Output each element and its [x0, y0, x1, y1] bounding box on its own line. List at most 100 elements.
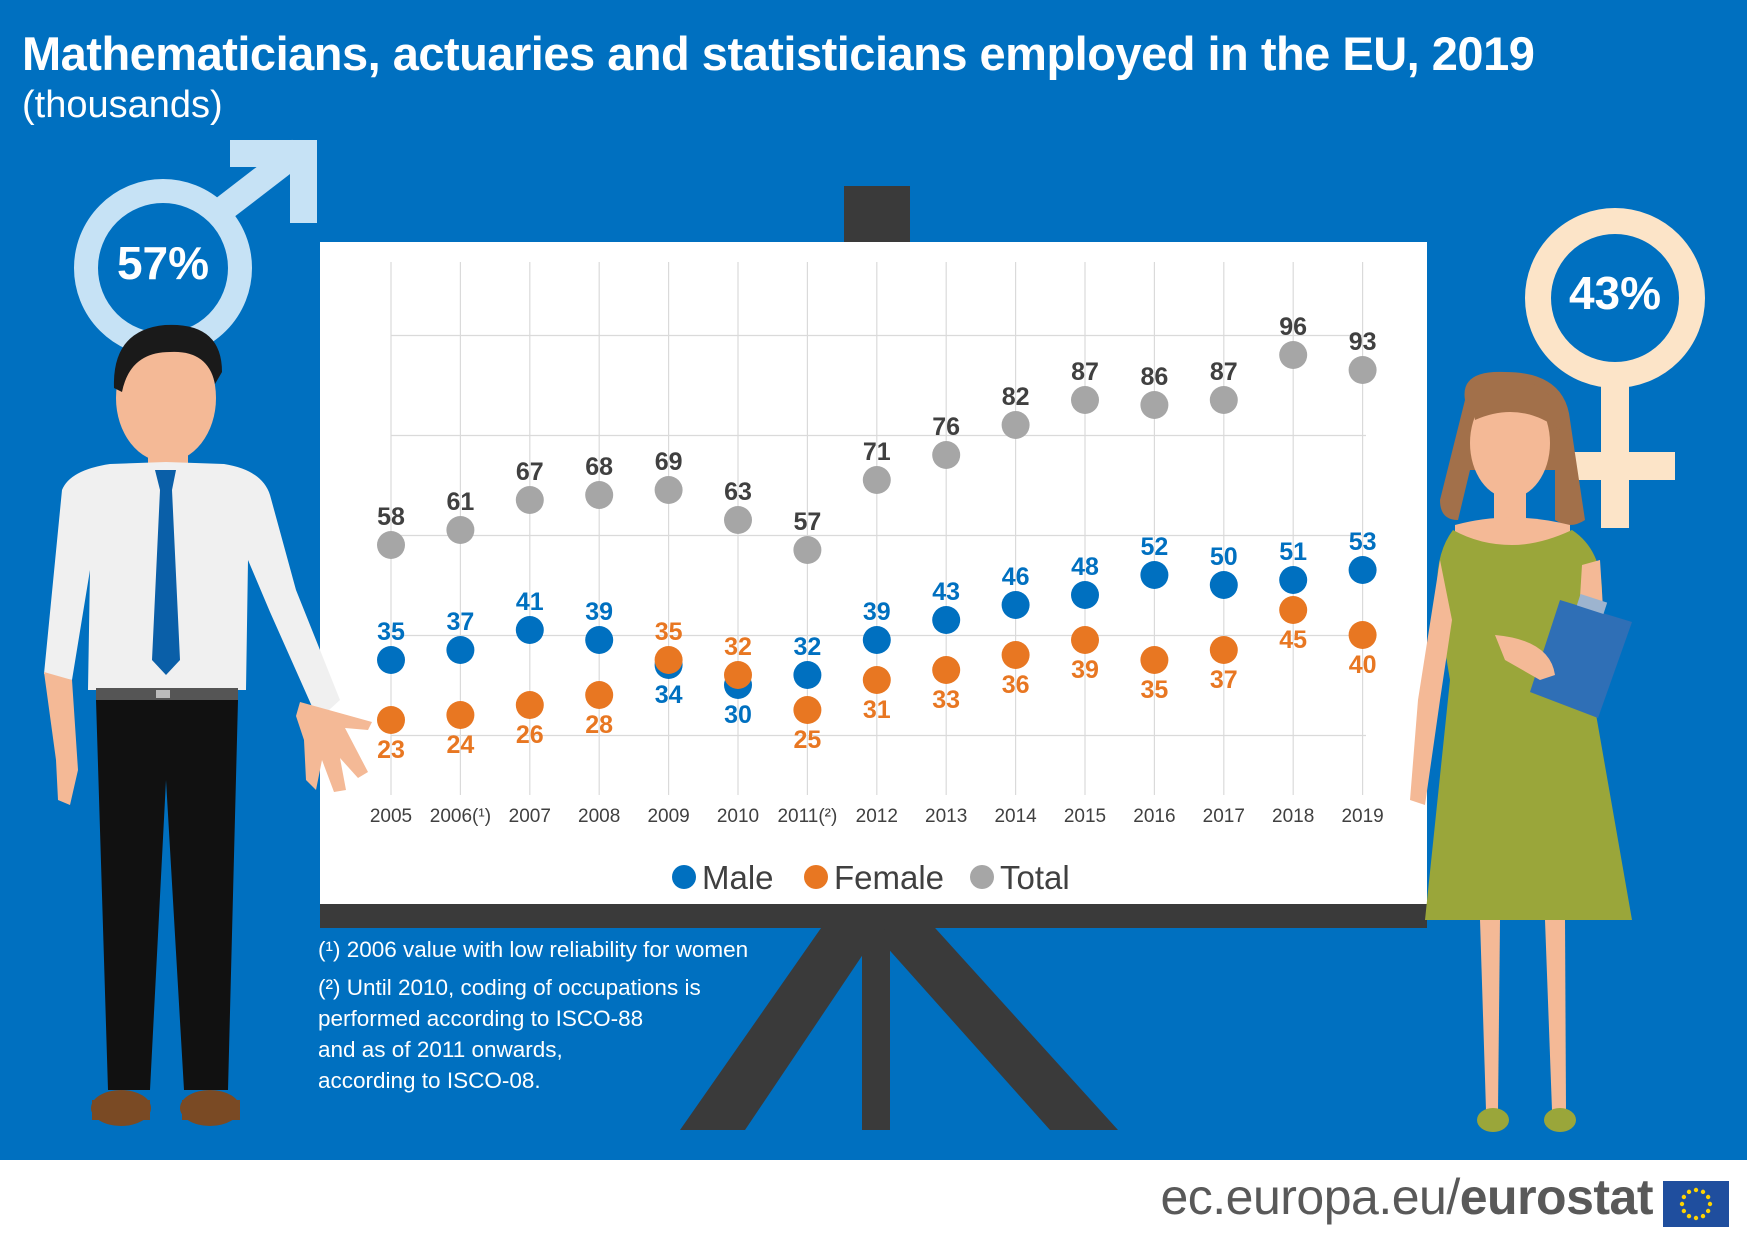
x-tick-label: 2012 — [856, 806, 898, 827]
data-label-male: 53 — [1349, 528, 1377, 556]
point-female — [654, 646, 683, 674]
x-tick-label: 2010 — [717, 806, 759, 827]
data-label-total: 67 — [516, 458, 544, 486]
data-label-male: 39 — [863, 598, 891, 626]
point-male — [1279, 566, 1308, 594]
point-total — [1140, 391, 1169, 419]
x-tick-label: 2016 — [1133, 806, 1175, 827]
point-male — [1071, 581, 1099, 609]
point-total — [724, 506, 752, 534]
data-label-female: 31 — [863, 696, 891, 724]
point-total — [932, 441, 961, 469]
legend-marker — [970, 865, 994, 889]
data-label-female: 35 — [655, 618, 683, 646]
eu-flag-icon — [1663, 1181, 1729, 1227]
legend-label: Female — [834, 859, 944, 896]
x-tick-label: 2008 — [578, 806, 620, 827]
data-label-total: 71 — [863, 438, 891, 466]
data-label-male: 39 — [585, 598, 613, 626]
data-label-male: 50 — [1210, 543, 1238, 571]
point-total — [377, 531, 405, 559]
point-male — [446, 636, 475, 664]
data-label-total: 96 — [1279, 313, 1307, 341]
point-female — [585, 681, 614, 709]
data-label-male: 32 — [793, 633, 821, 661]
data-label-total: 82 — [1002, 383, 1030, 411]
page-title: Mathematicians, actuaries and statistici… — [22, 27, 1535, 80]
point-female — [1001, 641, 1030, 669]
male-share-label: 57% — [116, 237, 210, 289]
eu-star — [1705, 1208, 1711, 1214]
data-label-female: 36 — [1002, 671, 1030, 699]
eu-star — [1686, 1189, 1692, 1195]
data-label-female: 35 — [1140, 676, 1168, 704]
female-share-label: 43% — [1568, 267, 1662, 319]
point-female — [1071, 626, 1099, 654]
x-tick-label: 2011(²) — [777, 806, 837, 827]
point-female — [1348, 621, 1377, 649]
point-total — [446, 516, 475, 544]
data-label-male: 51 — [1279, 538, 1307, 566]
data-label-female: 25 — [793, 726, 821, 754]
data-label-total: 69 — [655, 448, 683, 476]
point-total — [793, 536, 822, 564]
woman-illustration — [1410, 371, 1632, 1132]
data-label-total: 76 — [932, 413, 960, 441]
point-total — [1001, 411, 1030, 439]
point-female — [724, 661, 752, 689]
data-label-total: 87 — [1071, 358, 1099, 386]
point-female — [446, 701, 475, 729]
eu-star — [1705, 1194, 1711, 1200]
legend-marker — [804, 865, 828, 889]
data-label-male: 48 — [1071, 553, 1099, 581]
point-total — [1209, 386, 1238, 414]
data-label-total: 86 — [1140, 363, 1168, 391]
data-label-total: 61 — [446, 488, 474, 516]
data-label-female: 23 — [377, 736, 405, 764]
point-male — [932, 606, 961, 634]
point-total — [1348, 356, 1377, 384]
x-tick-label: 2019 — [1341, 806, 1383, 827]
man-illustration — [44, 324, 372, 1126]
data-label-total: 57 — [793, 508, 821, 536]
point-total — [654, 476, 683, 504]
point-male — [793, 661, 822, 689]
eu-star — [1700, 1213, 1706, 1219]
footer-url[interactable]: ec.europa.eu/eurostat — [1160, 1168, 1653, 1226]
data-label-female: 24 — [446, 731, 474, 759]
x-tick-label: 2017 — [1203, 806, 1245, 827]
x-tick-label: 2015 — [1064, 806, 1106, 827]
page-subtitle: (thousands) — [22, 84, 223, 126]
data-label-male: 35 — [377, 618, 405, 646]
data-label-male: 41 — [516, 588, 544, 616]
easel — [320, 186, 1427, 1130]
legend-label: Male — [702, 859, 774, 896]
point-female — [377, 706, 405, 734]
point-female — [1140, 646, 1169, 674]
footnote-2-line: according to ISCO-08. — [318, 1068, 541, 1093]
x-tick-label: 2013 — [925, 806, 967, 827]
footnote-2: (²) Until 2010, coding of occupations is… — [318, 972, 701, 1096]
data-label-male: 43 — [932, 578, 960, 606]
point-female — [1279, 596, 1308, 624]
data-label-total: 58 — [377, 503, 405, 531]
legend-label: Total — [1000, 859, 1070, 896]
point-total — [585, 481, 614, 509]
point-female — [862, 666, 891, 694]
point-total — [515, 486, 544, 514]
data-label-male: 37 — [446, 608, 474, 636]
data-label-male: 52 — [1140, 533, 1168, 561]
data-label-total: 68 — [585, 453, 613, 481]
x-tick-label: 2009 — [647, 806, 689, 827]
chart-marks: 58 35 23 61 37 24 67 41 26 68 39 28 69 34 35 63 30 32 57 32… — [377, 313, 1377, 764]
point-female — [1209, 636, 1238, 664]
footnote-2-line: and as of 2011 onwards, — [318, 1037, 563, 1062]
footnote-2-line: (²) Until 2010, coding of occupations is — [318, 975, 701, 1000]
footer-url-prefix: ec.europa.eu/ — [1160, 1169, 1460, 1225]
footnote-1: (¹) 2006 value with low reliability for … — [318, 937, 749, 962]
point-total — [862, 466, 891, 494]
data-label-female: 37 — [1210, 666, 1238, 694]
x-tick-label: 2014 — [994, 806, 1037, 827]
data-label-female: 32 — [724, 633, 752, 661]
